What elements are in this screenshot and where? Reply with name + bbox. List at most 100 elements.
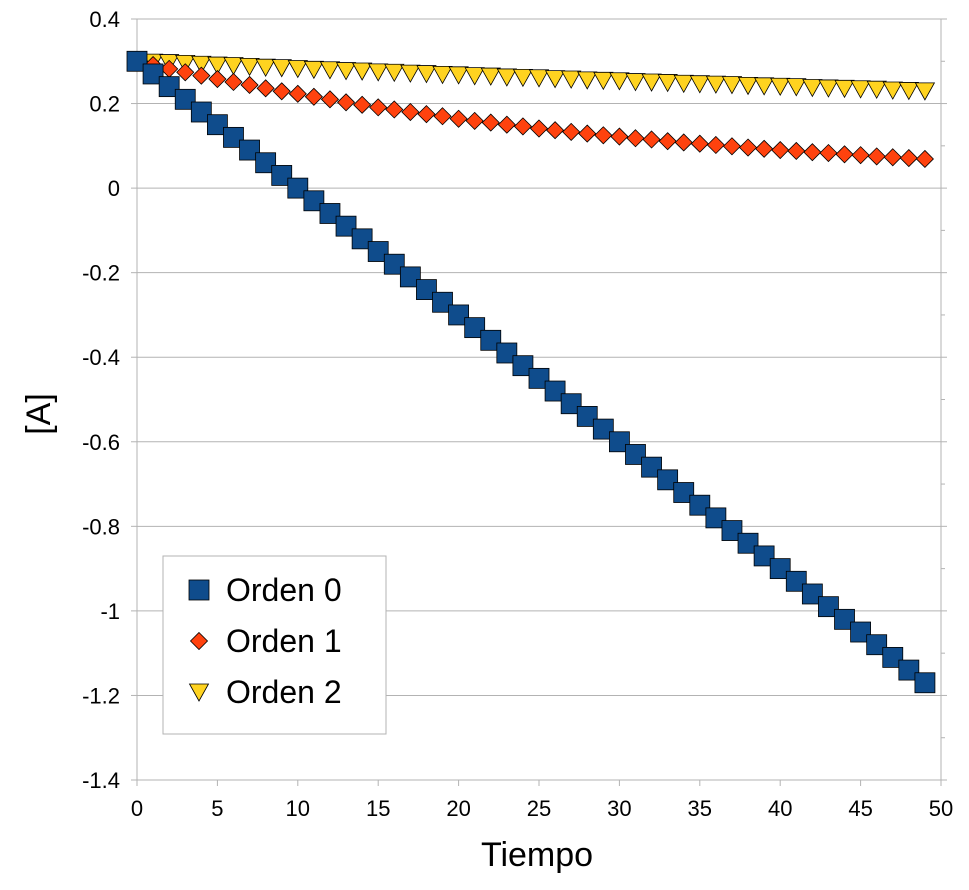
data-point (834, 79, 855, 99)
data-point (882, 646, 904, 668)
legend-label: Orden 0 (226, 572, 342, 608)
data-point (208, 69, 227, 89)
data-point (546, 121, 565, 140)
data-point (176, 63, 195, 82)
data-point (256, 79, 275, 98)
data-point (240, 75, 259, 95)
data-point (560, 70, 582, 89)
data-point (319, 203, 341, 224)
data-point (432, 65, 453, 85)
data-point (626, 129, 645, 148)
data-point (914, 82, 936, 101)
legend: Orden 0 Orden 1 Orden 2 (162, 555, 387, 735)
data-point (786, 78, 807, 97)
data-point (898, 82, 920, 101)
data-point (353, 95, 372, 114)
data-point (674, 133, 693, 152)
x-tick-label: 5 (211, 796, 223, 821)
data-point (834, 608, 855, 630)
series-0 (126, 50, 936, 694)
data-point (835, 145, 854, 164)
data-point (544, 380, 566, 402)
data-point (384, 63, 405, 83)
data-point (560, 393, 582, 415)
data-point (753, 77, 775, 96)
y-tick-label: -0.6 (82, 430, 120, 455)
data-point (721, 520, 743, 541)
data-point (642, 130, 661, 149)
data-point (399, 266, 421, 288)
data-point (706, 135, 725, 155)
data-point (818, 596, 839, 618)
data-point (610, 127, 629, 146)
series-2 (126, 52, 936, 101)
data-point (850, 621, 871, 643)
data-point (271, 165, 293, 186)
data-point (335, 62, 357, 81)
data-point (480, 67, 501, 86)
data-point (899, 149, 918, 168)
data-point (802, 79, 823, 98)
data-point (497, 115, 516, 134)
data-point (239, 57, 260, 77)
data-point (223, 126, 244, 148)
data-point (609, 431, 630, 453)
data-point (641, 456, 662, 478)
legend-marker (188, 683, 210, 702)
data-point (206, 114, 228, 136)
data-point (272, 82, 291, 101)
data-point (207, 56, 228, 75)
data-point (481, 113, 500, 132)
data-point (512, 68, 534, 88)
data-point (367, 241, 389, 262)
data-point (673, 74, 694, 94)
data-point (657, 74, 678, 93)
data-point (304, 87, 323, 106)
legend-marker (189, 631, 209, 651)
data-point (417, 105, 436, 124)
data-point (898, 659, 920, 681)
data-point (737, 76, 759, 96)
data-point (416, 65, 437, 84)
data-point (705, 75, 727, 94)
data-point (883, 148, 902, 167)
x-tick-label: 0 (131, 796, 143, 821)
data-point (400, 64, 421, 83)
y-tick-label: -1 (100, 599, 120, 624)
x-tick-label: 50 (929, 796, 953, 821)
data-point (592, 418, 614, 440)
series-1 (127, 52, 934, 169)
data-point (191, 55, 212, 75)
data-point (771, 140, 790, 160)
data-point (657, 469, 679, 491)
plot-area (126, 50, 936, 694)
data-point (158, 76, 180, 98)
y-tick-label: -0.2 (82, 261, 120, 286)
data-point (787, 141, 806, 160)
data-point (689, 494, 711, 516)
data-point (192, 66, 211, 85)
legend-label: Orden 1 (226, 623, 342, 659)
data-point (850, 80, 871, 99)
data-point (320, 90, 340, 109)
data-point (737, 532, 759, 554)
data-point (915, 149, 934, 169)
x-axis-title: Tiempo (481, 836, 593, 874)
data-point (755, 139, 774, 158)
data-point (529, 119, 549, 138)
data-point (722, 137, 742, 156)
data-point (867, 147, 886, 166)
data-point (335, 215, 357, 237)
data-point (819, 143, 838, 163)
data-point (578, 124, 597, 143)
data-point (416, 279, 437, 300)
data-point (126, 50, 148, 72)
data-point (383, 253, 405, 275)
data-point (803, 143, 822, 162)
data-point (801, 583, 823, 605)
data-point (255, 58, 276, 78)
y-tick-label: 0.2 (89, 92, 120, 117)
data-point (303, 60, 325, 80)
data-point (369, 98, 388, 117)
